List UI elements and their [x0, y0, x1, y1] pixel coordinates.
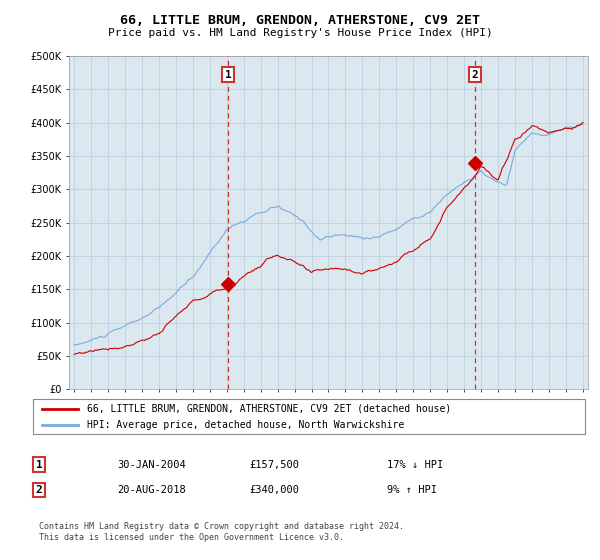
Text: 1: 1: [35, 460, 43, 470]
Text: 1: 1: [225, 69, 232, 80]
Text: 9% ↑ HPI: 9% ↑ HPI: [387, 485, 437, 495]
Text: £340,000: £340,000: [249, 485, 299, 495]
Text: 20-AUG-2018: 20-AUG-2018: [117, 485, 186, 495]
Text: Price paid vs. HM Land Registry's House Price Index (HPI): Price paid vs. HM Land Registry's House …: [107, 28, 493, 38]
Text: 66, LITTLE BRUM, GRENDON, ATHERSTONE, CV9 2ET: 66, LITTLE BRUM, GRENDON, ATHERSTONE, CV…: [120, 14, 480, 27]
Text: 2: 2: [35, 485, 43, 495]
Text: £157,500: £157,500: [249, 460, 299, 470]
Text: 17% ↓ HPI: 17% ↓ HPI: [387, 460, 443, 470]
Text: 30-JAN-2004: 30-JAN-2004: [117, 460, 186, 470]
Text: HPI: Average price, detached house, North Warwickshire: HPI: Average price, detached house, Nort…: [87, 419, 404, 430]
Text: 66, LITTLE BRUM, GRENDON, ATHERSTONE, CV9 2ET (detached house): 66, LITTLE BRUM, GRENDON, ATHERSTONE, CV…: [87, 404, 451, 414]
Text: Contains HM Land Registry data © Crown copyright and database right 2024.
This d: Contains HM Land Registry data © Crown c…: [39, 522, 404, 542]
Text: 2: 2: [472, 69, 478, 80]
